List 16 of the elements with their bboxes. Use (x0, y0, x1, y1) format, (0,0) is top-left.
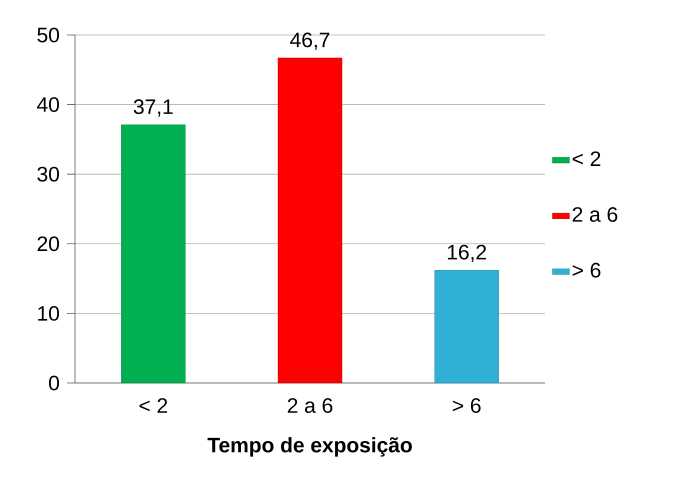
y-tick-label: 20 (38, 236, 60, 252)
x-tick-label: > 6 (452, 398, 481, 413)
x-tick-label: 2 a 6 (288, 398, 332, 413)
data-label: 16,2 (448, 244, 486, 262)
legend-label: > 6 (572, 262, 600, 278)
y-tick-label: 30 (37, 166, 60, 182)
y-tick-label: 0 (49, 376, 60, 390)
legend-label: 2 a 6 (572, 207, 618, 222)
legend-label: < 2 (572, 151, 600, 166)
x-tick-label: < 2 (140, 398, 168, 413)
y-tick-label: 50 (37, 28, 60, 42)
x-axis-title: Tempo de exposição (208, 437, 412, 457)
y-tick-label: 40 (37, 97, 60, 112)
y-tick-label: 10 (38, 306, 60, 321)
data-label: 46,7 (290, 32, 330, 50)
data-label: 37,1 (134, 99, 173, 117)
